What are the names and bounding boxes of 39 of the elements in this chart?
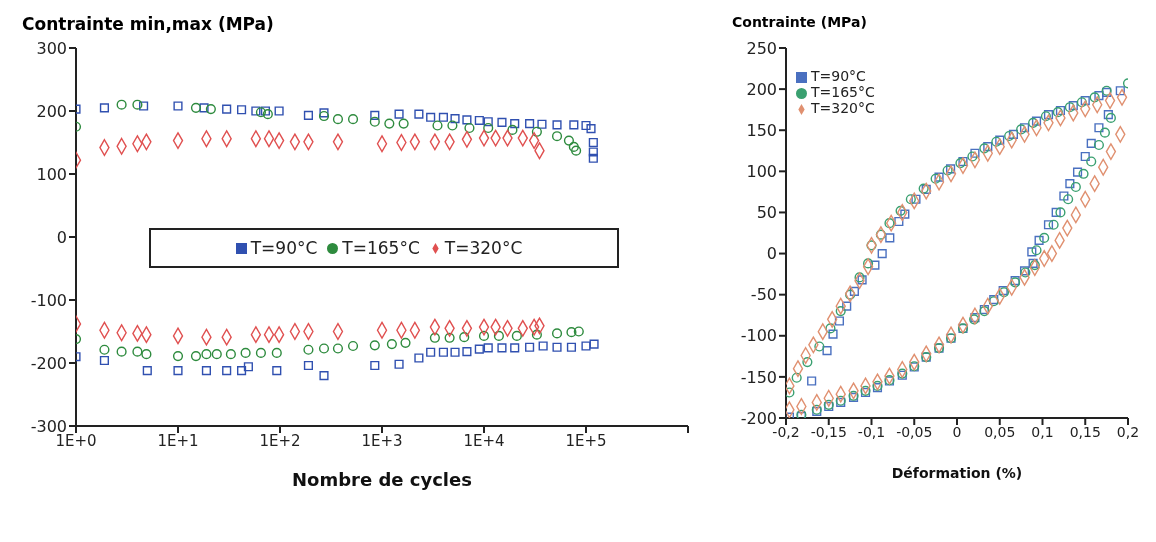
y-tick-label: 300: [36, 38, 67, 58]
x-tick-label: 1E+1: [157, 431, 199, 450]
x-tick-label: 0,05: [984, 423, 1016, 440]
y-tick-label: -150: [740, 367, 777, 387]
legend-label: T=320°C: [811, 100, 875, 116]
y-tick-label: 0: [766, 244, 777, 264]
y-tick-label: 200: [746, 79, 777, 99]
x-tick-label: 1E+4: [463, 431, 505, 450]
y-tick-label: -100: [30, 290, 67, 310]
y-tick-label: 50: [756, 203, 777, 223]
y-tick-label: 100: [36, 164, 67, 184]
x-tick-label: 0,1: [1031, 423, 1054, 440]
x-axis-title: Nombre de cycles: [292, 469, 472, 490]
y-tick-label: 200: [36, 101, 67, 121]
y-tick-label: 250: [746, 38, 777, 58]
x-tick-label: 0,2: [1116, 423, 1140, 440]
x-tick-label: -0,1: [857, 423, 886, 440]
legend-label: T=320°C: [444, 237, 523, 258]
y-tick-label: 100: [746, 162, 777, 182]
x-tick-label: 1E+2: [259, 431, 301, 450]
x-tick-label: -0,15: [810, 423, 847, 440]
x-tick-label: -0,05: [896, 423, 933, 440]
x-axis-title: Déformation (%): [891, 465, 1023, 481]
y-tick-label: 0: [56, 227, 67, 247]
y-axis-title: Contrainte (MPa): [731, 13, 868, 32]
x-tick-label: 1E+0: [55, 431, 97, 450]
y-tick-label: -200: [30, 353, 67, 373]
y-tick-label: -100: [740, 326, 777, 346]
x-tick-label: 1E+3: [361, 431, 403, 450]
y-axis-title: Contrainte min,max (MPa): [21, 13, 275, 36]
x-tick-label: 0: [952, 423, 962, 440]
y-tick-label: -50: [750, 285, 777, 305]
legend-label: T=165°C: [811, 84, 875, 100]
legend-label: T=165°C: [342, 237, 420, 258]
legend-label: T=90°C: [811, 68, 866, 84]
y-tick-label: 150: [746, 120, 777, 140]
x-tick-label: 0,15: [1069, 423, 1101, 440]
x-tick-label: 1E+5: [565, 431, 607, 450]
legend-label: T=90°C: [250, 237, 318, 258]
